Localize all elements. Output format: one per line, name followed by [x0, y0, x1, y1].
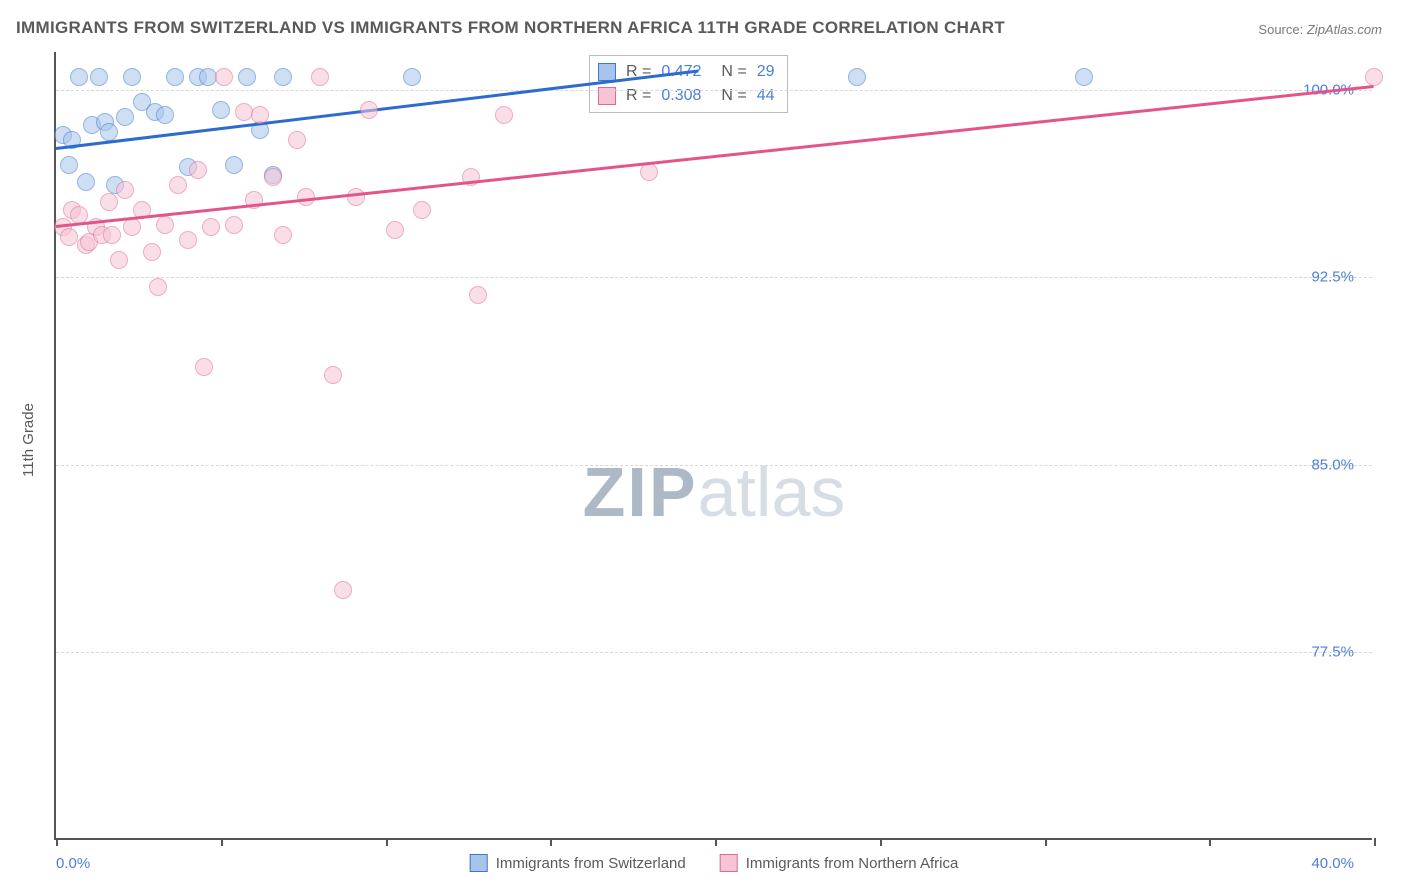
data-point	[77, 173, 95, 191]
data-point	[60, 156, 78, 174]
source-label: Source:	[1258, 22, 1303, 37]
bottom-legend: Immigrants from Switzerland Immigrants f…	[470, 854, 959, 872]
y-tick-label: 92.5%	[1311, 269, 1354, 286]
x-tick	[1209, 838, 1211, 846]
source-attribution: Source: ZipAtlas.com	[1258, 22, 1382, 37]
y-tick-label: 85.0%	[1311, 456, 1354, 473]
legend-swatch-northern-africa	[720, 854, 738, 872]
data-point	[324, 366, 342, 384]
data-point	[143, 243, 161, 261]
data-point	[212, 101, 230, 119]
data-point	[103, 226, 121, 244]
correlation-stats-box: R = 0.472 N = 29 R = 0.308 N = 44	[589, 55, 788, 113]
x-tick	[221, 838, 223, 846]
data-point	[195, 358, 213, 376]
data-point	[264, 168, 282, 186]
data-point	[169, 176, 187, 194]
x-tick	[715, 838, 717, 846]
data-point	[251, 106, 269, 124]
data-point	[235, 103, 253, 121]
gridline	[56, 652, 1372, 653]
data-point	[110, 251, 128, 269]
legend-item-switzerland: Immigrants from Switzerland	[470, 854, 686, 872]
chart-container: IMMIGRANTS FROM SWITZERLAND VS IMMIGRANT…	[0, 0, 1406, 892]
stats-n-value-northern-africa: 44	[757, 84, 775, 108]
stats-n-value-switzerland: 29	[757, 60, 775, 84]
stats-n-label: N =	[721, 84, 746, 108]
data-point	[189, 161, 207, 179]
data-point	[156, 106, 174, 124]
stats-swatch-switzerland	[598, 63, 616, 81]
gridline	[56, 90, 1372, 91]
data-point	[311, 68, 329, 86]
data-point	[90, 68, 108, 86]
data-point	[199, 68, 217, 86]
data-point	[274, 68, 292, 86]
data-point	[100, 123, 118, 141]
data-point	[149, 278, 167, 296]
data-point	[274, 226, 292, 244]
legend-label-switzerland: Immigrants from Switzerland	[496, 855, 686, 872]
x-tick	[1374, 838, 1376, 846]
data-point	[166, 68, 184, 86]
source-value: ZipAtlas.com	[1307, 22, 1382, 37]
data-point	[413, 201, 431, 219]
legend-label-northern-africa: Immigrants from Northern Africa	[746, 855, 959, 872]
data-point	[156, 216, 174, 234]
legend-item-northern-africa: Immigrants from Northern Africa	[720, 854, 959, 872]
data-point	[225, 216, 243, 234]
data-point	[70, 68, 88, 86]
data-point	[123, 218, 141, 236]
data-point	[116, 108, 134, 126]
y-tick-label: 77.5%	[1311, 644, 1354, 661]
x-tick	[386, 838, 388, 846]
x-tick	[56, 838, 58, 846]
x-axis-max-label: 40.0%	[1311, 855, 1354, 872]
x-tick	[1045, 838, 1047, 846]
data-point	[100, 193, 118, 211]
stats-n-label: N =	[721, 60, 746, 84]
data-point	[225, 156, 243, 174]
x-tick	[880, 838, 882, 846]
x-axis-min-label: 0.0%	[56, 855, 90, 872]
data-point	[123, 68, 141, 86]
data-point	[360, 101, 378, 119]
data-point	[640, 163, 658, 181]
data-point	[288, 131, 306, 149]
legend-swatch-switzerland	[470, 854, 488, 872]
data-point	[116, 181, 134, 199]
gridline	[56, 277, 1372, 278]
data-point	[1365, 68, 1383, 86]
stats-r-label: R =	[626, 84, 651, 108]
data-point	[60, 228, 78, 246]
data-point	[347, 188, 365, 206]
data-point	[386, 221, 404, 239]
data-point	[848, 68, 866, 86]
stats-row-northern-africa: R = 0.308 N = 44	[598, 84, 775, 108]
chart-title: IMMIGRANTS FROM SWITZERLAND VS IMMIGRANT…	[16, 18, 1005, 38]
y-axis-title: 11th Grade	[20, 403, 37, 477]
data-point	[202, 218, 220, 236]
x-tick	[550, 838, 552, 846]
data-point	[403, 68, 421, 86]
gridline	[56, 465, 1372, 466]
data-point	[469, 286, 487, 304]
data-point	[215, 68, 233, 86]
plot-area: ZIPatlas R = 0.472 N = 29 R = 0.308 N = …	[54, 52, 1372, 840]
data-point	[334, 581, 352, 599]
data-point	[179, 231, 197, 249]
data-point	[495, 106, 513, 124]
data-point	[1075, 68, 1093, 86]
data-point	[238, 68, 256, 86]
stats-r-value-northern-africa: 0.308	[661, 84, 701, 108]
